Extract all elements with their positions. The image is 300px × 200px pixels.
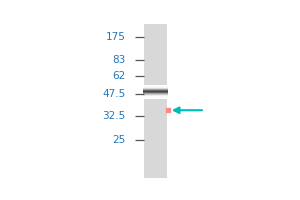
Bar <box>143 89 168 90</box>
Text: 32.5: 32.5 <box>103 111 126 121</box>
Text: 47.5: 47.5 <box>103 89 126 99</box>
Bar <box>143 87 168 88</box>
Text: 62: 62 <box>112 71 126 81</box>
Bar <box>143 95 168 96</box>
Bar <box>143 92 168 93</box>
Bar <box>143 90 168 91</box>
Text: 83: 83 <box>112 55 126 65</box>
Bar <box>143 98 168 99</box>
Text: 25: 25 <box>112 135 126 145</box>
Bar <box>143 96 168 97</box>
Bar <box>143 86 168 87</box>
Text: 175: 175 <box>106 32 126 42</box>
Bar <box>143 85 168 86</box>
Bar <box>143 94 168 95</box>
Bar <box>143 88 168 89</box>
Bar <box>145 24 166 178</box>
Bar <box>143 93 168 94</box>
Bar <box>143 97 168 98</box>
Bar <box>143 91 168 92</box>
